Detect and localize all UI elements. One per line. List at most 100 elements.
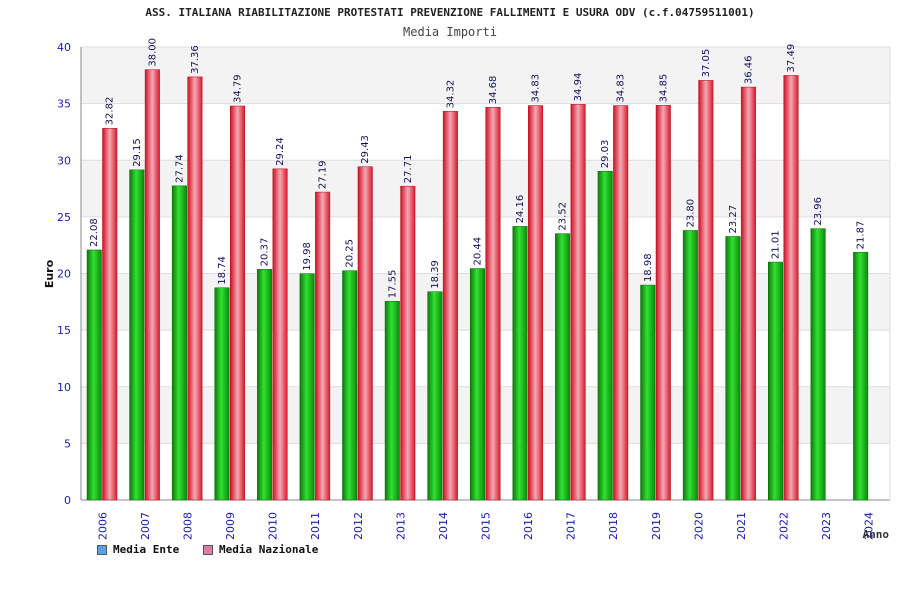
- data-label: 24.16: [515, 195, 526, 224]
- data-label: 38.00: [147, 38, 158, 67]
- y-tick-label: 15: [57, 324, 71, 337]
- y-tick-labels: 0 5 10 15 20 25 30 35 40: [57, 41, 71, 507]
- legend-swatch: [97, 544, 107, 555]
- legend-swatch: [203, 544, 213, 555]
- bar-media-ente: [257, 269, 273, 501]
- bar-media-nazionale: [187, 76, 203, 501]
- data-label: 23.27: [728, 205, 739, 234]
- data-label: 34.32: [445, 80, 456, 109]
- data-label: 19.98: [302, 242, 313, 271]
- data-label: 27.19: [318, 160, 329, 189]
- x-axis-label: Anno: [863, 528, 890, 541]
- bar-media-ente: [214, 287, 230, 501]
- bar-media-nazionale: [272, 168, 288, 501]
- bar-media-nazionale: [229, 105, 245, 501]
- x-tick-label: 2015: [480, 512, 493, 540]
- x-tick-label: 2014: [437, 512, 450, 540]
- y-axis-label: Euro: [43, 259, 56, 288]
- y-tick-label: 25: [57, 211, 71, 224]
- y-tick-label: 20: [57, 268, 71, 281]
- bar-media-ente: [597, 170, 613, 501]
- legend-item-media-ente: Media Ente: [97, 543, 179, 556]
- y-tick-label: 5: [64, 437, 71, 450]
- bar-media-ente: [384, 300, 400, 501]
- x-tick-label: 2017: [565, 512, 578, 540]
- bar-media-nazionale: [400, 185, 416, 501]
- bar-media-ente: [555, 233, 571, 501]
- data-label: 18.74: [217, 256, 228, 285]
- chart-subtitle: Media Importi: [403, 25, 497, 39]
- bar-media-nazionale: [528, 105, 544, 501]
- data-label: 21.87: [856, 221, 867, 250]
- y-tick-label: 40: [57, 41, 71, 54]
- bar-media-ente: [810, 228, 826, 501]
- x-tick-label: 2006: [96, 512, 109, 540]
- bar-media-ente: [129, 169, 145, 501]
- data-label: 34.94: [573, 73, 584, 102]
- data-label: 23.96: [813, 197, 824, 226]
- data-label: 34.83: [616, 74, 627, 103]
- bar-media-nazionale: [102, 128, 118, 501]
- data-label: 20.25: [345, 239, 356, 268]
- x-tick-label: 2016: [522, 512, 535, 540]
- data-label: 29.15: [132, 138, 143, 167]
- bar-media-nazionale: [613, 105, 629, 501]
- bar-media-nazionale: [315, 191, 331, 501]
- value-labels: 22.08 32.82 29.15 38.00 27.74 37.36 18.74 34.79…: [89, 38, 866, 298]
- x-tick-label: 2023: [820, 512, 833, 540]
- x-tick-label: 2018: [607, 512, 620, 540]
- bar-media-nazionale: [485, 106, 501, 501]
- y-tick-label: 30: [57, 154, 71, 167]
- data-label: 27.71: [403, 155, 414, 184]
- bar-media-ente: [171, 185, 187, 501]
- data-label: 29.24: [275, 137, 286, 166]
- y-tick-label: 35: [57, 98, 71, 111]
- data-label: 37.36: [190, 45, 201, 74]
- x-tick-label: 2019: [650, 512, 663, 540]
- data-label: 20.44: [472, 237, 483, 266]
- data-label: 23.80: [685, 199, 696, 228]
- bar-media-nazionale: [570, 104, 586, 501]
- x-tick-label: 2010: [267, 512, 280, 540]
- data-label: 17.55: [387, 270, 398, 299]
- bar-media-ente: [86, 249, 102, 501]
- data-label: 37.05: [701, 49, 712, 78]
- legend-label: Media Nazionale: [219, 543, 319, 556]
- chart-title: ASS. ITALIANA RIABILITAZIONE PROTESTATI …: [145, 6, 755, 19]
- data-label: 20.37: [260, 238, 271, 267]
- bar-media-ente: [427, 291, 443, 501]
- bar-media-nazionale: [783, 75, 799, 501]
- x-tick-label: 2012: [352, 512, 365, 540]
- x-tick-label: 2011: [309, 512, 322, 540]
- x-tick-label: 2008: [181, 512, 194, 540]
- bar-media-ente: [640, 284, 656, 501]
- legend-item-media-nazionale: Media Nazionale: [203, 543, 318, 556]
- bar-media-ente: [299, 273, 315, 501]
- bar-media-nazionale: [442, 111, 458, 501]
- bar-media-nazionale: [357, 166, 373, 501]
- x-tick-label: 2020: [692, 512, 705, 540]
- bar-media-ente: [682, 230, 698, 501]
- data-label: 29.43: [360, 135, 371, 164]
- bar-media-ente: [768, 261, 784, 501]
- bar-media-ente: [853, 252, 869, 501]
- x-tick-label: 2013: [394, 512, 407, 540]
- bar-media-nazionale: [144, 69, 160, 501]
- bar-media-ente: [342, 270, 358, 501]
- legend-label: Media Ente: [113, 543, 180, 556]
- data-label: 22.08: [89, 218, 100, 247]
- data-label: 34.68: [488, 76, 499, 105]
- x-tick-label: 2007: [139, 512, 152, 540]
- bar-media-ente: [512, 226, 528, 501]
- y-tick-label: 10: [57, 381, 71, 394]
- data-label: 34.79: [232, 74, 243, 103]
- data-label: 21.01: [771, 230, 782, 259]
- data-label: 29.03: [600, 140, 611, 169]
- x-tick-labels: 2006 2007 2008 2009 2010 2011 2012 2013 2014 2015…: [96, 512, 875, 540]
- data-label: 18.39: [430, 260, 441, 289]
- x-tick-label: 2009: [224, 512, 237, 540]
- data-label: 18.98: [643, 253, 654, 282]
- y-tick-label: 0: [64, 494, 71, 507]
- data-label: 23.52: [558, 202, 569, 231]
